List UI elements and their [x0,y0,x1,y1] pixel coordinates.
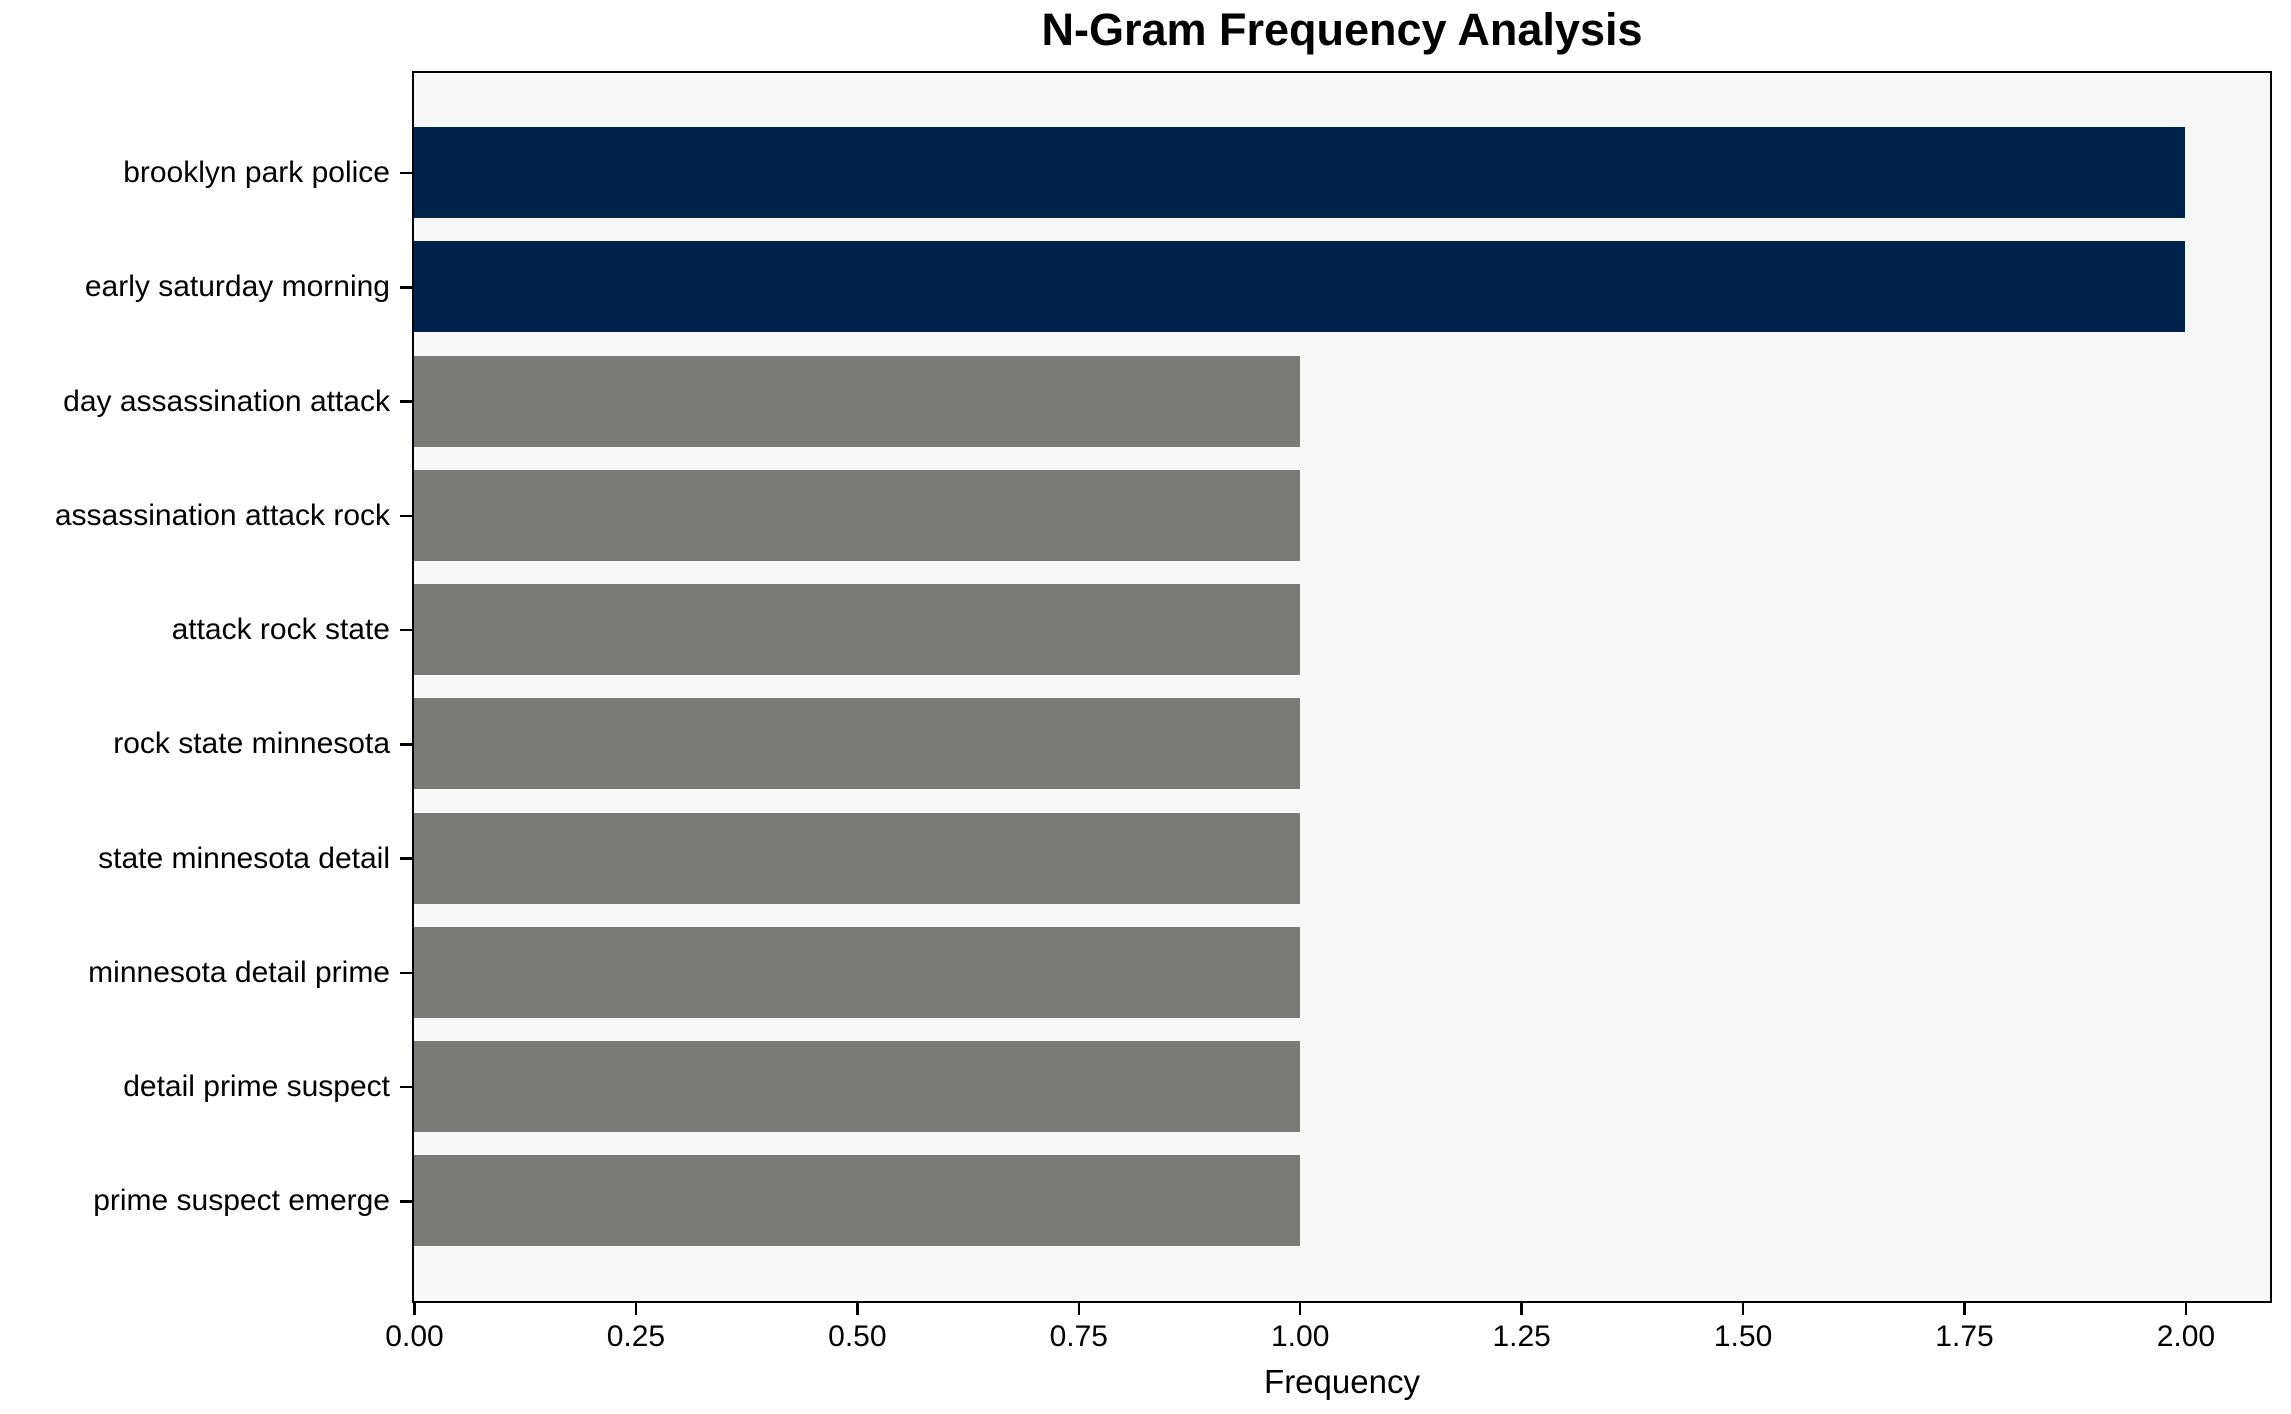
x-axis-label: Frequency [1264,1363,1420,1400]
y-tick-mark [400,400,412,403]
x-tick-label: 2.00 [2156,1320,2216,1353]
y-tick-mark [400,971,412,975]
bar [414,355,1300,447]
bar [414,698,1300,790]
x-tick-label: 1.50 [1713,1320,1773,1353]
x-tick-label: 0.00 [385,1320,444,1353]
x-tick-mark [1077,1303,1081,1315]
y-tick-mark [400,743,412,746]
y-tick-mark [400,1085,412,1089]
x-tick-label: 0.25 [606,1320,666,1353]
x-tick-mark [1520,1303,1523,1315]
y-tick-label: attack rock state [171,613,390,647]
x-tick-label: 1.75 [1935,1320,1994,1353]
y-tick-label: minnesota detail prime [88,955,390,989]
x-tick-mark [1963,1303,1966,1315]
y-tick-mark [400,286,412,289]
y-tick-mark [400,857,412,860]
x-tick-mark [1298,1303,1302,1315]
y-tick-label: day assassination attack [63,384,390,418]
bar [414,469,1300,561]
bars-layer [414,73,2270,1301]
bar [414,1041,1300,1133]
bar [414,241,2186,333]
x-tick-mark [856,1303,859,1315]
x-tick-label: 1.25 [1492,1320,1551,1353]
y-tick-label: brooklyn park police [123,156,390,189]
y-tick-label: assassination attack rock [54,498,390,532]
y-tick-mark [400,171,412,175]
x-tick-mark [1741,1303,1745,1315]
chart-title: N-Gram Frequency Analysis [1041,4,1643,55]
plot-area [412,71,2272,1303]
x-tick-label: 0.75 [1049,1320,1108,1353]
x-tick-label: 0.50 [828,1320,887,1353]
y-tick-mark [400,1200,412,1203]
y-tick-label: early saturday morning [84,270,390,304]
y-tick-mark [400,514,412,518]
x-tick-mark [2184,1303,2188,1315]
x-tick-label: 1.00 [1271,1320,1330,1353]
bar [414,812,1300,904]
y-tick-mark [400,628,412,632]
y-tick-label: detail prime suspect [123,1070,390,1104]
bar [414,584,1300,676]
y-tick-label: prime suspect emerge [93,1184,390,1218]
bar [414,926,1300,1018]
x-tick-mark [634,1303,638,1315]
x-tick-mark [413,1303,416,1315]
bar [414,127,2186,218]
y-tick-label: state minnesota detail [98,841,390,875]
y-tick-label: rock state minnesota [113,727,390,761]
bar [414,1155,1300,1247]
